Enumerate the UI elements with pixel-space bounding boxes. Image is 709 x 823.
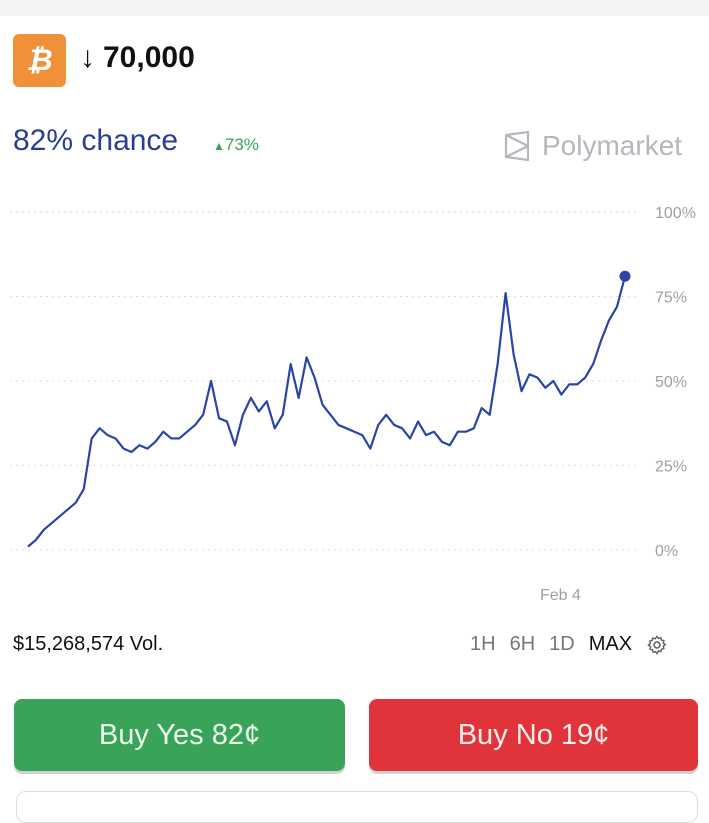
chance-label: 82% chance [13, 124, 179, 157]
y-tick-label: 25% [655, 459, 687, 476]
top-bar [0, 0, 709, 16]
x-tick-label: Feb 4 [540, 587, 581, 604]
brand-name: Polymarket [542, 130, 683, 161]
probability-chart[interactable]: 100% 75% 50% 25% 0% [0, 190, 709, 570]
y-tick-label: 75% [655, 290, 687, 307]
chance-delta: ▲73% [213, 135, 259, 154]
y-tick-label: 100% [655, 205, 696, 222]
range-6h[interactable]: 6H [509, 633, 536, 655]
range-1h[interactable]: 1H [470, 633, 496, 655]
range-selector: 1H 6H 1D MAX [470, 633, 668, 656]
bitcoin-icon: ₿ [13, 34, 66, 87]
triangle-up-icon: ▲ [213, 139, 225, 153]
gear-icon[interactable] [646, 634, 668, 656]
last-point-marker [619, 270, 631, 282]
volume-label: $15,268,574 Vol. [13, 633, 164, 655]
range-1d[interactable]: 1D [549, 633, 575, 655]
arrow-down-icon: ↓ [80, 41, 95, 74]
series-line [27, 275, 627, 548]
polymarket-logo: Polymarket [502, 130, 682, 162]
polymarket-logo-icon [504, 131, 530, 161]
buy-no-button[interactable]: Buy No 19¢ [369, 699, 698, 771]
y-tick-label: 50% [655, 374, 687, 391]
next-card [16, 791, 698, 823]
market-title-text: 70,000 [103, 41, 195, 74]
market-title: ↓ 70,000 [80, 41, 195, 75]
y-tick-label: 0% [655, 543, 678, 560]
buy-yes-button[interactable]: Buy Yes 82¢ [14, 699, 345, 771]
range-max[interactable]: MAX [588, 633, 633, 655]
